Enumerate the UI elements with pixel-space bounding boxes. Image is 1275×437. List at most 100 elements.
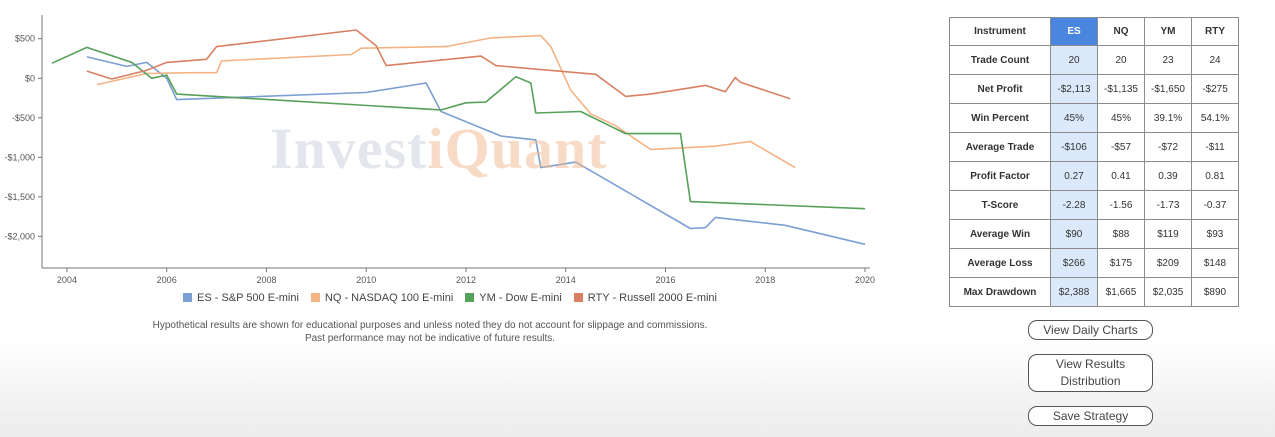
stats-table: Instrument ES NQ YM RTY Trade Count 20 20 2… (949, 17, 1239, 307)
legend-swatch (465, 293, 475, 302)
stats-row: Max Drawdown $2,388 $1,665 $2,035 $890 (949, 277, 1239, 307)
stats-cell: 45% (1050, 103, 1098, 133)
stats-row-label: Win Percent (949, 103, 1051, 133)
equity-chart-svg: $500 $0 -$500 -$1,000 -$1,500 -$2,000 2004 2006… (4, 15, 875, 285)
stats-cell: -$2,113 (1050, 74, 1098, 104)
header-rty[interactable]: RTY (1191, 17, 1239, 46)
stats-cell: 24 (1191, 45, 1239, 75)
series-line (86, 29, 791, 100)
stats-cell: $2,035 (1144, 277, 1192, 307)
stats-cell: -$106 (1050, 132, 1098, 162)
stats-cell: -2.28 (1050, 190, 1098, 220)
legend-item[interactable]: YM - Dow E-mini (465, 292, 562, 304)
series-line (96, 34, 796, 169)
equity-chart: $500 $0 -$500 -$1,000 -$1,500 -$2,000 2004 2006… (0, 0, 900, 300)
stats-row: Average Win $90 $88 $119 $93 (949, 219, 1239, 249)
stats-row-label: Average Win (949, 219, 1051, 249)
stats-row: Average Loss $266 $175 $209 $148 (949, 248, 1239, 278)
disclaimer-line-2: Past performance may not be indicative o… (304, 333, 556, 344)
legend-item[interactable]: NQ - NASDAQ 100 E-mini (310, 292, 454, 304)
disclaimer-line-1: Hypothetical results are shown for educa… (152, 320, 708, 331)
watermark-part-invest: Invest (270, 116, 428, 181)
stats-cell: 45% (1097, 103, 1145, 133)
stats-cell: $148 (1191, 248, 1239, 278)
legend-label: NQ - NASDAQ 100 E-mini (324, 292, 454, 304)
x-tick-label: 2012 (456, 275, 476, 285)
legend-swatch (310, 293, 320, 302)
results-button-line-2: Distribution (1060, 374, 1121, 388)
stats-row-label: Max Drawdown (949, 277, 1051, 307)
stats-cell: $93 (1191, 219, 1239, 249)
stats-cell: 20 (1097, 45, 1145, 75)
stats-row: Net Profit -$2,113 -$1,135 -$1,650 -$275 (949, 74, 1239, 104)
save-strategy-button[interactable]: Save Strategy (1028, 406, 1153, 426)
stats-cell: -$57 (1097, 132, 1145, 162)
legend-swatch (183, 293, 192, 302)
watermark-part-iquant: iQuant (427, 116, 608, 181)
legend-item[interactable]: RTY - Russell 2000 E-mini (573, 292, 717, 304)
view-daily-charts-button[interactable]: View Daily Charts (1028, 320, 1153, 340)
stats-row: T-Score -2.28 -1.56 -1.73 -0.37 (949, 190, 1239, 220)
stats-row-label: Profit Factor (949, 161, 1051, 191)
legend-swatch (573, 293, 583, 302)
x-tick-label: 2010 (356, 275, 376, 285)
stats-cell: 39.1% (1144, 103, 1192, 133)
stats-cell: -$1,650 (1144, 74, 1192, 104)
x-tick-label: 2014 (556, 275, 576, 285)
x-tick-label: 2016 (655, 275, 675, 285)
stats-row-label: Net Profit (949, 74, 1051, 104)
stats-cell: 20 (1050, 45, 1098, 75)
stats-cell: 23 (1144, 45, 1192, 75)
stats-cell: 54.1% (1191, 103, 1239, 133)
stats-cell: -0.37 (1191, 190, 1239, 220)
y-tick-label: $0 (25, 73, 35, 83)
stats-cell: $175 (1097, 248, 1145, 278)
x-tick-label: 2018 (755, 275, 775, 285)
y-tick-label: -$1,500 (4, 192, 35, 202)
stats-cell: 0.41 (1097, 161, 1145, 191)
header-ym[interactable]: YM (1144, 17, 1192, 46)
legend-label: RTY - Russell 2000 E-mini (587, 292, 717, 304)
legend-label: ES - S&P 500 E-mini (197, 292, 299, 304)
stats-row: Average Trade -$106 -$57 -$72 -$11 (949, 132, 1239, 162)
stats-row: Trade Count 20 20 23 24 (949, 45, 1239, 75)
stats-cell: $209 (1144, 248, 1192, 278)
stats-row: Profit Factor 0.27 0.41 0.39 0.81 (949, 161, 1239, 191)
x-tick-label: 2004 (57, 275, 77, 285)
header-nq[interactable]: NQ (1097, 17, 1145, 46)
header-es[interactable]: ES (1050, 17, 1098, 46)
stats-row-label: Average Trade (949, 132, 1051, 162)
stats-row-label: Trade Count (949, 45, 1051, 75)
header-instrument: Instrument (949, 17, 1051, 46)
stats-cell: -$72 (1144, 132, 1192, 162)
stats-cell: $2,388 (1050, 277, 1098, 307)
investiquant-watermark: InvestiQuant (270, 115, 608, 182)
y-tick-label: -$1,000 (4, 152, 35, 162)
stats-cell: $1,665 (1097, 277, 1145, 307)
x-tick-label: 2006 (157, 275, 177, 285)
stats-cell: 0.81 (1191, 161, 1239, 191)
stats-cell: $90 (1050, 219, 1098, 249)
stats-cell: 0.39 (1144, 161, 1192, 191)
stats-header-row: Instrument ES NQ YM RTY (949, 17, 1239, 46)
stats-cell: $88 (1097, 219, 1145, 249)
stats-cell: 0.27 (1050, 161, 1098, 191)
chart-legend: ES - S&P 500 E-mini NQ - NASDAQ 100 E-min… (0, 292, 900, 304)
y-tick-label: -$500 (12, 113, 35, 123)
stats-cell: -1.73 (1144, 190, 1192, 220)
stats-cell: -1.56 (1097, 190, 1145, 220)
disclaimer: Hypothetical results are shown for educa… (0, 319, 860, 345)
legend-item[interactable]: ES - S&P 500 E-mini (183, 292, 299, 304)
stats-cell: -$11 (1191, 132, 1239, 162)
series-line (51, 46, 866, 210)
x-tick-label: 2008 (256, 275, 276, 285)
results-button-line-1: View Results (1055, 357, 1126, 371)
stats-cell: -$1,135 (1097, 74, 1145, 104)
stats-row-label: Average Loss (949, 248, 1051, 278)
view-results-distribution-button[interactable]: View Results Distribution (1028, 354, 1153, 392)
y-tick-label: -$2,000 (4, 231, 35, 241)
stats-row: Win Percent 45% 45% 39.1% 54.1% (949, 103, 1239, 133)
y-tick-label: $500 (15, 34, 35, 44)
stats-cell: $266 (1050, 248, 1098, 278)
legend-label: YM - Dow E-mini (479, 292, 562, 304)
